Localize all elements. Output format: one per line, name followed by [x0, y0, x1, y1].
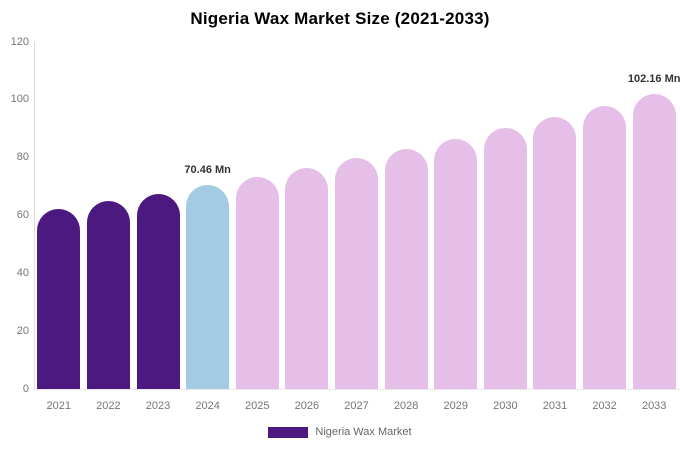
- x-tick-label-2032: 2032: [592, 400, 617, 412]
- x-tick-label-2022: 2022: [96, 400, 121, 412]
- chart-title: Nigeria Wax Market Size (2021-2033): [190, 9, 490, 28]
- bar-2033[interactable]: [632, 93, 676, 389]
- x-tick-label-2031: 2031: [542, 400, 568, 412]
- x-tick-label-2027: 2027: [344, 400, 369, 412]
- bar-2024[interactable]: [186, 185, 230, 389]
- y-tick-label-100: 100: [10, 93, 29, 106]
- legend-item-nigeria-wax-market[interactable]: Nigeria Wax Market: [268, 426, 412, 438]
- bar-2028[interactable]: [384, 148, 428, 389]
- x-tick-label-2025: 2025: [245, 400, 270, 412]
- y-tick-label-0: 0: [22, 382, 29, 395]
- bar-2026[interactable]: [285, 167, 329, 389]
- chart-legend: Nigeria Wax Market: [0, 426, 680, 438]
- bar-2025[interactable]: [235, 176, 279, 389]
- value-label-2024: 70.46 Mn: [184, 164, 231, 177]
- y-tick-label-40: 40: [16, 266, 29, 279]
- bar-2029[interactable]: [434, 138, 478, 389]
- bar-2023[interactable]: [136, 193, 180, 389]
- bar-2031[interactable]: [533, 116, 577, 389]
- legend-swatch: [268, 426, 309, 438]
- y-tick-label-60: 60: [16, 209, 29, 221]
- bar-2022[interactable]: [86, 201, 130, 389]
- x-tick-label-2021: 2021: [46, 400, 72, 412]
- x-tick-label-2024: 2024: [195, 400, 220, 412]
- y-axis-line: [34, 42, 35, 390]
- legend-label: Nigeria Wax Market: [315, 426, 412, 438]
- bar-2032[interactable]: [583, 105, 627, 389]
- y-tick-label-20: 20: [16, 324, 29, 337]
- value-label-2033: 102.16 Mn: [627, 72, 680, 85]
- x-tick-label-2030: 2030: [493, 400, 518, 412]
- bar-2030[interactable]: [483, 127, 527, 389]
- y-tick-label-120: 120: [10, 35, 29, 48]
- x-tick-label-2026: 2026: [294, 400, 320, 412]
- x-tick-label-2029: 2029: [443, 400, 468, 412]
- x-axis-line: [34, 389, 680, 390]
- x-tick-label-2033: 2033: [641, 400, 667, 412]
- bar-2021[interactable]: [37, 208, 81, 389]
- x-tick-label-2028: 2028: [393, 400, 419, 412]
- x-tick-label-2023: 2023: [145, 400, 171, 412]
- y-tick-label-80: 80: [16, 151, 29, 164]
- bar-2027[interactable]: [335, 158, 378, 389]
